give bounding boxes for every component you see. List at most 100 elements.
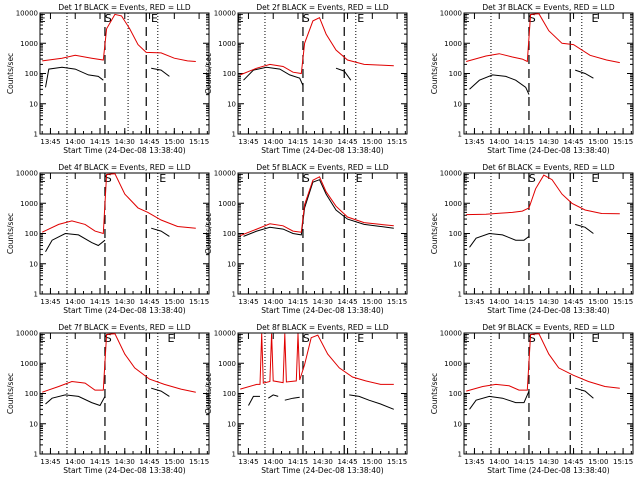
y-tick-label: 1 xyxy=(232,131,236,139)
panel-title: Det 7f BLACK = Events, RED = LLD xyxy=(58,323,191,332)
y-axis-title: Counts/sec xyxy=(204,213,213,254)
lld-rate-line xyxy=(466,333,620,392)
y-axis-title: Counts/sec xyxy=(204,53,213,94)
y-tick-label: 1 xyxy=(458,131,462,139)
lld-rate-line xyxy=(42,13,196,62)
x-tick-label: 13:45 xyxy=(40,138,60,146)
x-tick-label: 15:15 xyxy=(189,458,209,466)
y-tick-label: 1 xyxy=(34,291,38,299)
y-tick-label: 100 xyxy=(223,70,236,78)
y-tick-label: 100 xyxy=(449,230,462,238)
y-tick-label: 10000 xyxy=(440,10,462,18)
x-tick-label: 13:45 xyxy=(464,458,484,466)
plot-frame xyxy=(237,332,408,455)
x-tick-label: 15:15 xyxy=(613,458,633,466)
events-rate-line xyxy=(335,67,352,81)
y-tick-label: 10 xyxy=(29,100,38,108)
events-rate-line xyxy=(45,66,104,88)
panel-title: Det 2f BLACK = Events, RED = LLD xyxy=(256,3,389,12)
y-tick-label: 1000 xyxy=(20,360,38,368)
x-tick-label: 14:15 xyxy=(514,298,534,306)
interval-marker-label: E xyxy=(356,172,363,185)
chart-panel: Det 2f BLACK = Events, RED = LLD 1 10 100 10… xyxy=(204,3,408,155)
lld-rate-line xyxy=(41,173,196,235)
x-tick-label: 14:45 xyxy=(337,298,357,306)
events-rate-line xyxy=(284,396,300,401)
events-rate-line xyxy=(575,223,594,234)
events-rate-line xyxy=(151,67,170,77)
plot-frame xyxy=(39,332,210,455)
x-tick-label: 15:15 xyxy=(387,298,407,306)
y-tick-label: 10000 xyxy=(214,330,236,338)
panel-title: Det 5f BLACK = Events, RED = LLD xyxy=(256,163,389,172)
y-tick-label: 10 xyxy=(227,420,236,428)
y-tick-label: 100 xyxy=(25,70,38,78)
panel-title: Det 3f BLACK = Events, RED = LLD xyxy=(482,3,615,12)
y-axis-title: Counts/sec xyxy=(6,373,15,414)
x-axis-title: Start Time (24-Dec-08 13:38:40) xyxy=(63,306,185,315)
y-tick-label: 1000 xyxy=(20,200,38,208)
x-tick-label: 14:15 xyxy=(90,458,110,466)
interval-marker-label: E xyxy=(168,332,175,345)
y-tick-label: 10 xyxy=(227,100,236,108)
x-tick-label: 14:30 xyxy=(115,458,135,466)
plot-frame xyxy=(237,172,408,295)
panel-title: Det 8f BLACK = Events, RED = LLD xyxy=(256,323,389,332)
y-tick-label: 100 xyxy=(25,230,38,238)
y-tick-label: 1000 xyxy=(444,360,462,368)
events-rate-line xyxy=(268,394,279,399)
x-tick-label: 13:45 xyxy=(238,298,258,306)
plot-frame xyxy=(39,12,210,135)
plot-frame xyxy=(463,332,634,455)
interval-marker-label: E xyxy=(159,172,166,185)
lld-rate-line xyxy=(240,333,394,390)
lld-rate-line xyxy=(240,176,394,237)
y-tick-label: 1000 xyxy=(444,40,462,48)
x-tick-label: 13:45 xyxy=(464,298,484,306)
y-tick-label: 1 xyxy=(232,291,236,299)
interval-marker-label: E xyxy=(237,172,244,185)
interval-marker-label: S xyxy=(303,12,310,25)
x-tick-label: 13:45 xyxy=(40,298,60,306)
x-tick-label: 14:30 xyxy=(539,138,559,146)
panel-title: Det 1f BLACK = Events, RED = LLD xyxy=(58,3,191,12)
x-tick-label: 14:00 xyxy=(65,458,85,466)
x-tick-label: 14:45 xyxy=(139,298,159,306)
events-rate-line xyxy=(45,232,106,252)
x-tick-label: 14:00 xyxy=(65,138,85,146)
y-tick-label: 1000 xyxy=(218,360,236,368)
chart-panel: Det 4f BLACK = Events, RED = LLD 1 10 100 10… xyxy=(6,163,210,315)
x-tick-label: 13:45 xyxy=(238,458,258,466)
y-axis-title: Counts/sec xyxy=(6,213,15,254)
x-tick-label: 15:15 xyxy=(613,138,633,146)
plot-frame xyxy=(463,12,634,135)
chart-panel: Det 9f BLACK = Events, RED = LLD 1 10 100 10… xyxy=(430,323,634,475)
x-tick-label: 14:00 xyxy=(489,138,509,146)
y-tick-label: 1000 xyxy=(218,40,236,48)
x-tick-label: 14:30 xyxy=(539,458,559,466)
y-tick-label: 10000 xyxy=(16,330,38,338)
x-tick-label: 14:00 xyxy=(263,298,283,306)
x-tick-label: 14:15 xyxy=(514,458,534,466)
events-rate-line xyxy=(45,394,106,407)
x-tick-label: 14:30 xyxy=(313,298,333,306)
interval-marker-label: E xyxy=(39,172,46,185)
y-tick-label: 1000 xyxy=(20,40,38,48)
chart-panel: Det 3f BLACK = Events, RED = LLD 1 10 100 10… xyxy=(430,3,634,155)
x-tick-label: 15:00 xyxy=(362,298,382,306)
y-tick-label: 1 xyxy=(458,451,462,459)
x-tick-label: 14:30 xyxy=(313,458,333,466)
interval-marker-label: E xyxy=(357,12,364,25)
interval-marker-label: S xyxy=(105,332,112,345)
y-tick-label: 10000 xyxy=(214,170,236,178)
x-tick-label: 14:30 xyxy=(313,138,333,146)
x-tick-label: 15:15 xyxy=(387,138,407,146)
x-tick-label: 13:45 xyxy=(40,458,60,466)
x-tick-label: 15:15 xyxy=(189,298,209,306)
events-rate-line xyxy=(575,387,594,399)
y-tick-label: 100 xyxy=(25,390,38,398)
y-tick-label: 10 xyxy=(227,260,236,268)
x-tick-label: 14:45 xyxy=(563,298,583,306)
x-tick-label: 14:45 xyxy=(139,138,159,146)
y-axis-title: Counts/sec xyxy=(430,373,439,414)
